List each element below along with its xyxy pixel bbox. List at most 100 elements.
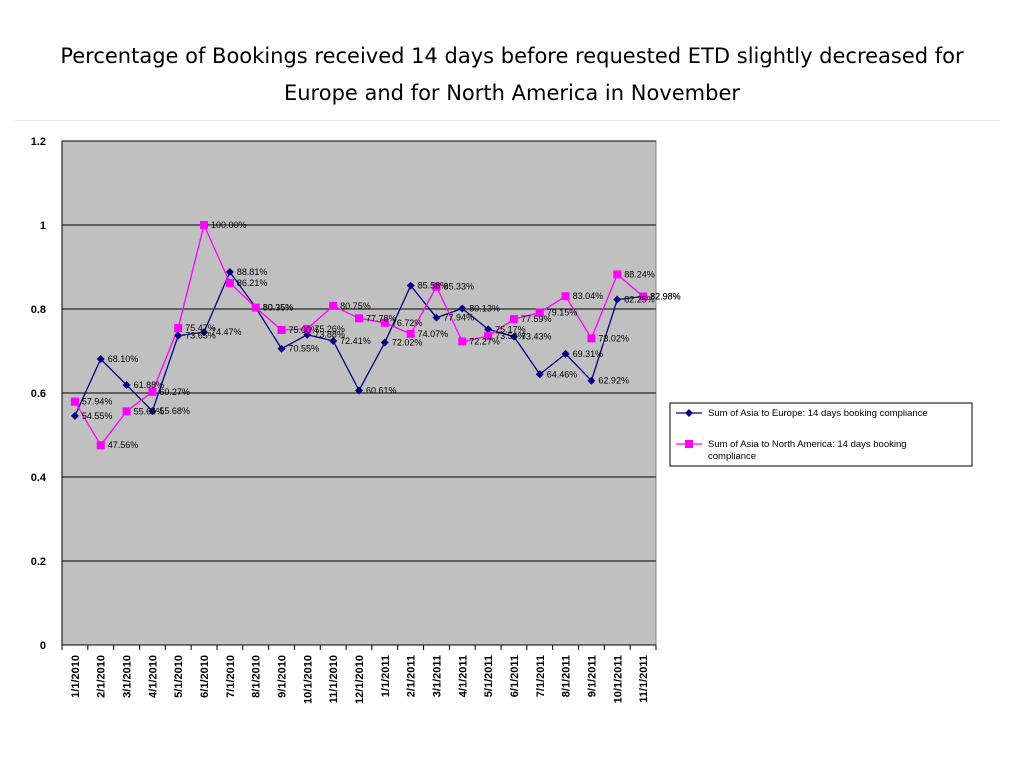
legend-label-1: Sum of Asia to Europe: 14 days booking c… [708,408,928,419]
series-1-data-label: 54.55% [82,411,113,421]
title-divider [15,120,1000,121]
series-2-point [70,397,79,406]
series-2-data-label: 57.94% [82,397,113,407]
series-2-data-label: 83.04% [573,291,604,301]
series-1-data-label: 74.47% [211,327,242,337]
series-1-data-label: 80.13% [469,303,500,313]
x-tick-label: 10/1/2010 [302,655,314,704]
legend: Sum of Asia to Europe: 14 days booking c… [669,402,973,467]
y-tick-label: 1 [40,220,46,232]
series-2-data-label: 75.47% [185,323,216,333]
y-tick-label: 1.2 [31,136,46,148]
series-2-data-label: 72.27% [469,336,500,346]
x-tick-label: 1/1/2011 [380,655,392,697]
x-tick-label: 11/1/2010 [328,655,340,703]
series-2-point [509,315,518,324]
x-tick-label: 3/1/2011 [431,655,443,697]
series-1-data-label: 73.88% [314,330,345,340]
series-1-point [174,331,183,340]
series-2-data-label: 73.54% [495,331,526,341]
series-2-data-label: 75.00% [289,325,320,335]
series-2-data-label: 60.27% [159,387,190,397]
x-tick-label: 1/1/2010 [70,655,82,698]
series-1-data-label: 55.68% [159,406,190,416]
series-2-data-label: 80.35% [263,303,294,313]
series-1-data-label: 64.46% [547,369,578,379]
series-2-data-label: 73.02% [598,333,629,343]
series-1-point [406,281,415,290]
y-tick-label: 0 [40,640,46,652]
legend-marker-1 [685,409,693,417]
x-tick-label: 4/1/2010 [147,655,159,698]
series-1-data-label: 62.92% [598,376,629,386]
x-tick-label: 7/1/2011 [535,655,547,697]
series-2-data-label: 86.21% [237,278,268,288]
x-tick-label: 7/1/2010 [225,655,237,698]
series-2-data-label: 47.56% [108,440,139,450]
series-2-point [225,278,234,287]
y-axis: 0 0.2 0.4 0.6 0.8 1 1.2 [31,136,47,652]
series-1-data-label: 77.94% [443,313,474,323]
series-2-data-label: 100.00% [211,220,247,230]
series-2-point [406,329,415,338]
series-1-data-label: 69.31% [573,349,604,359]
series-2-data-label: 55.64% [134,406,165,416]
series-2-point [355,314,363,323]
series-2-point [251,303,260,312]
series-1-data-label: 72.02% [392,338,423,348]
series-1-point [587,376,596,385]
series-2-data-label: 76.72% [392,318,423,328]
series-1-data-label: 85.58% [418,281,449,291]
x-tick-label: 2/1/2011 [406,655,418,697]
data-labels: 54.55% 68.10% 61.88% 55.68% 73.65%74.47% 88.8… [82,220,681,450]
series-2-data-label: 77.78% [366,313,397,323]
series-2-point [329,301,338,310]
series-2-point [535,308,544,317]
series-2-data-label: 79.15% [547,308,578,318]
series-1-data-label: 73.65% [185,331,216,341]
series-1-data-label: 60.61% [366,385,397,395]
x-tick-label: 11/1/2011 [638,655,650,703]
legend-label-2: Sum of Asia to North America: 14 days bo… [708,439,907,462]
y-tick-label: 0.6 [31,388,46,400]
x-tick-label: 4/1/2011 [457,655,469,697]
series-2-point [639,292,648,301]
x-tick-label: 9/1/2011 [586,655,598,697]
y-tick-label: 0.4 [31,472,47,484]
legend-box [669,402,973,467]
series-1-point [329,336,338,345]
series-1-point [613,295,622,304]
series-2-point [484,332,493,341]
series-1-data-label: 73.43% [521,332,552,342]
series-1-data-label: 75.17% [495,324,526,334]
series-1-data-label: 88.81% [237,267,268,277]
series-1-point [200,328,209,337]
x-tick-label: 9/1/2010 [277,655,289,698]
series-2-data-label: 77.59% [521,314,552,324]
series-2-point [432,282,441,291]
series-1-point [509,332,518,341]
series-2-point [380,318,389,327]
series-2-data-label: 85.33% [443,282,474,292]
series-1-point [458,304,467,313]
series-2-point [148,387,157,396]
series-1-point [96,354,105,363]
x-tick-label: 8/1/2011 [561,655,573,697]
x-tick-label: 12/1/2010 [354,655,366,704]
series-1-point [484,325,493,334]
y-tick-label: 0.2 [31,556,46,568]
series-2-data-label: 88.24% [624,269,655,279]
x-tick-label: 2/1/2010 [96,655,108,698]
series-1-point [355,386,363,395]
x-tick-label: 5/1/2010 [173,655,185,698]
series-1-point [277,344,286,353]
series-2-data-label: 82.98% [650,291,681,301]
series-1-point [380,338,389,347]
series-markers [70,221,648,450]
series-2-point [587,334,596,343]
series-2-point [174,324,183,333]
legend-marker-2 [685,440,693,448]
series-2-point [96,441,105,450]
series-1-data-label: 82.98% [650,291,681,301]
